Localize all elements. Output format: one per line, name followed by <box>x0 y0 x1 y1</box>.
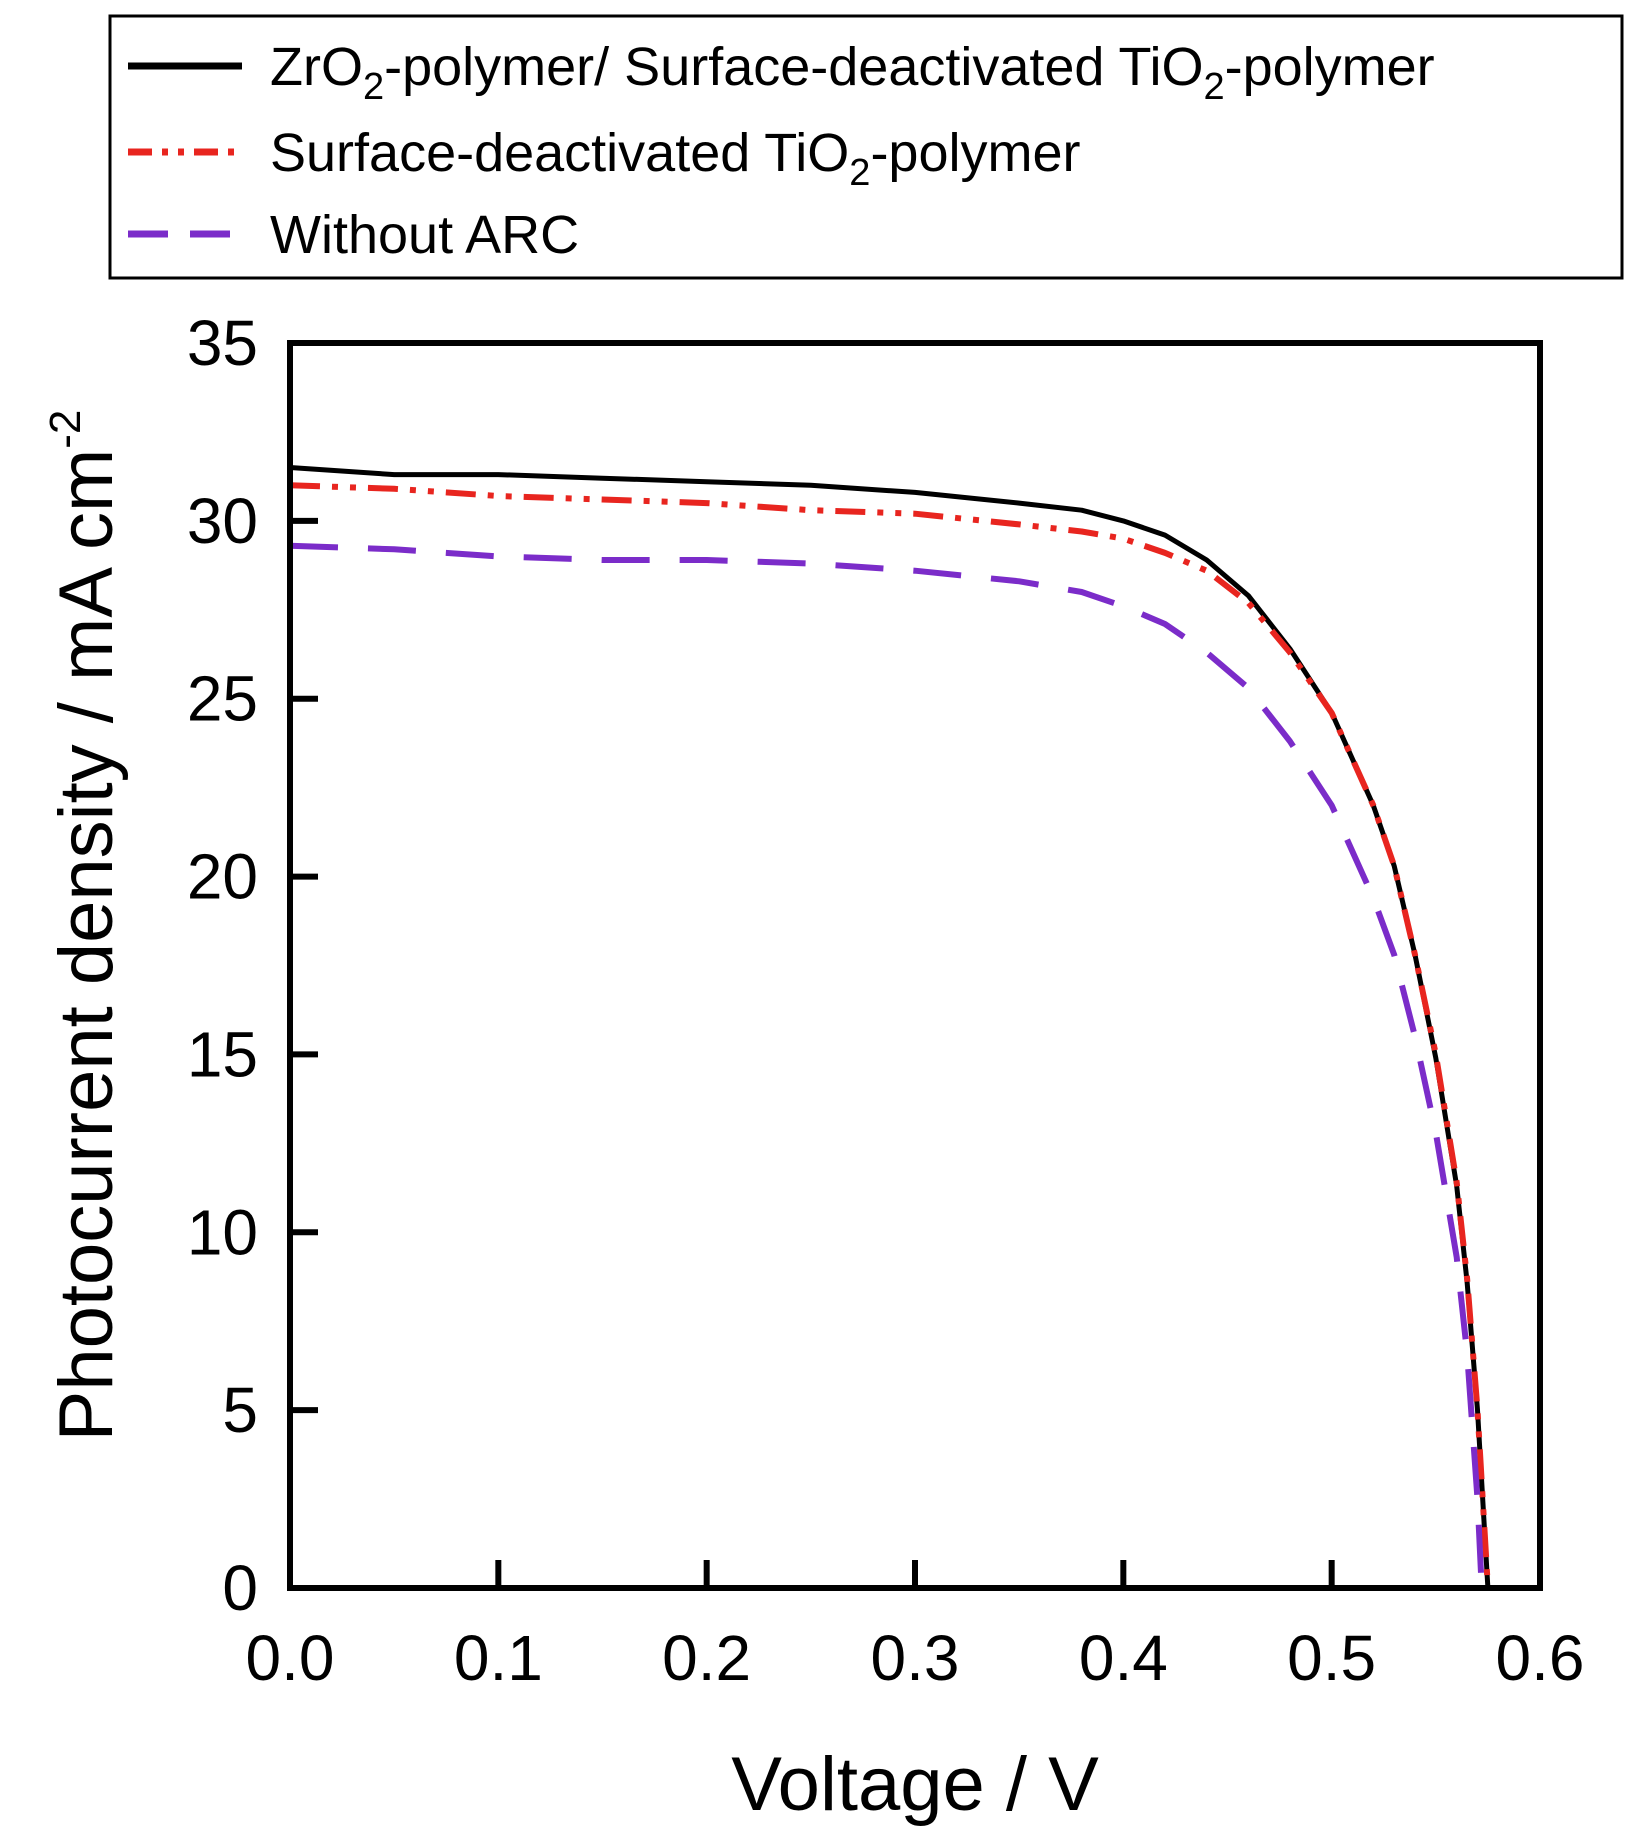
legend-label-part: -polymer <box>1225 37 1435 97</box>
plot-frame <box>287 340 1543 1591</box>
series-line-2 <box>289 482 1491 1589</box>
x-tick-label: 0.6 <box>1496 1622 1585 1694</box>
y-tick-label: 10 <box>187 1196 258 1268</box>
y-tick-label: 0 <box>222 1552 258 1624</box>
legend: ZrO2-polymer/ Surface-deactivated TiO2-p… <box>108 14 1624 280</box>
y-tick-labels: 0 5 10 15 20 25 30 35 <box>187 307 258 1624</box>
x-tick-label: 0.5 <box>1287 1622 1376 1694</box>
series-line-1 <box>289 465 1491 1589</box>
legend-label-part: -polymer/ Surface-deactivated TiO <box>384 37 1203 97</box>
tick-marks <box>287 340 1543 1591</box>
legend-label-2: Surface-deactivated TiO2-polymer <box>270 123 1080 194</box>
legend-label-3: Without ARC <box>270 205 579 265</box>
y-tick-label: 15 <box>187 1018 258 1090</box>
x-tick-label: 0.0 <box>246 1622 335 1694</box>
legend-label-part: -polymer <box>870 123 1080 183</box>
x-tick-label: 0.4 <box>1079 1622 1168 1694</box>
x-tick-label: 0.2 <box>662 1622 751 1694</box>
y-tick-label: 25 <box>187 663 258 735</box>
legend-subscript: 2 <box>1203 66 1224 108</box>
x-tick-label: 0.1 <box>454 1622 543 1694</box>
legend-box <box>108 14 1624 280</box>
x-axis-label: Voltage / V <box>731 1742 1099 1827</box>
y-axis-label-superscript: -2 <box>41 410 90 449</box>
y-tick-label: 20 <box>187 841 258 913</box>
y-tick-label: 35 <box>187 307 258 379</box>
series-line-3 <box>289 542 1485 1589</box>
legend-subscript: 2 <box>363 66 384 108</box>
legend-label-part: Surface-deactivated TiO <box>270 123 849 183</box>
y-tick-label: 30 <box>187 485 258 557</box>
legend-subscript: 2 <box>849 152 870 194</box>
legend-label-part: ZrO <box>270 37 363 97</box>
y-axis-label-text: Photocurrent density / mA cm <box>44 449 129 1442</box>
y-tick-label: 5 <box>222 1374 258 1446</box>
legend-label-1: ZrO2-polymer/ Surface-deactivated TiO2-p… <box>270 37 1435 108</box>
x-tick-labels: 0.0 0.1 0.2 0.3 0.4 0.5 0.6 <box>246 1622 1585 1694</box>
y-axis-label: Photocurrent density / mA cm-2 <box>41 410 129 1442</box>
x-tick-label: 0.3 <box>871 1622 960 1694</box>
legend-label-part: Without ARC <box>270 205 579 265</box>
plot-lines <box>289 465 1491 1589</box>
